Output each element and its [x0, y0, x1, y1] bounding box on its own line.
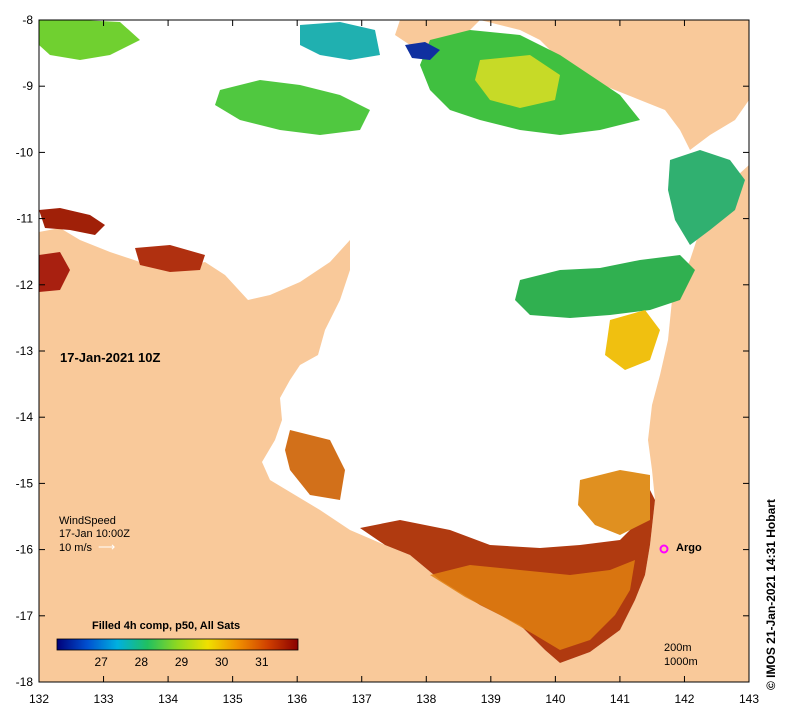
- wind-title: WindSpeed: [59, 515, 116, 527]
- sst-west-green: [215, 80, 370, 135]
- lon-tick-label: 139: [481, 692, 501, 706]
- contour-legend: 200m 1000m: [664, 641, 698, 669]
- lon-tick-label: 140: [545, 692, 565, 706]
- contour-1000m: 1000m: [664, 656, 698, 668]
- sst-west-coast-red: [39, 252, 70, 292]
- colorbar-tick-label: 28: [135, 655, 149, 669]
- lon-tick-label: 138: [416, 692, 436, 706]
- wind-legend: WindSpeed 17-Jan 10:00Z 10 m/s ⟶: [59, 515, 130, 555]
- lon-tick-label: 141: [610, 692, 630, 706]
- lon-tick-label: 137: [352, 692, 372, 706]
- wind-time: 17-Jan 10:00Z: [59, 528, 130, 540]
- colorbar-tick-label: 31: [255, 655, 269, 669]
- lon-tick-label: 134: [158, 692, 178, 706]
- sst-east-orange: [578, 470, 650, 535]
- argo-label: Argo: [676, 542, 702, 554]
- sst-east-green: [515, 255, 695, 318]
- lat-tick-label: -15: [16, 476, 34, 490]
- lat-tick-label: -16: [16, 543, 34, 557]
- map-date-label: 17-Jan-2021 10Z: [60, 350, 161, 365]
- sst-northwest-red: [39, 208, 105, 235]
- colorbar-tick-label: 29: [175, 655, 189, 669]
- sst-data-layer: [39, 20, 745, 663]
- land-png-coast: [395, 20, 480, 48]
- land-layer: [39, 20, 749, 682]
- lat-tick-label: -18: [16, 675, 34, 689]
- wind-arrow-icon: ⟶: [98, 540, 116, 554]
- lat-axis: -8 -9 -10 -11 -12 -13 -14 -15 -16 -17 -18: [16, 13, 749, 689]
- wind-scale-row: 10 m/s ⟶: [59, 541, 130, 555]
- sst-top-blue: [405, 42, 440, 60]
- sst-east-yellow: [605, 310, 660, 370]
- sst-top-left-green: [39, 20, 140, 60]
- lat-tick-label: -13: [16, 344, 34, 358]
- colorbar-tick-label: 27: [94, 655, 108, 669]
- land-northern-territory: [39, 165, 749, 682]
- lat-tick-label: -9: [22, 79, 33, 93]
- sst-orange-band: [430, 560, 635, 650]
- colorbar-ticks: 27 28 29 30 31: [94, 655, 268, 669]
- imos-credit: © IMOS 21-Jan-2021 14:31 Hobart: [764, 499, 778, 690]
- lat-tick-label: -10: [16, 145, 34, 159]
- lon-tick-label: 132: [29, 692, 49, 706]
- lon-tick-label: 136: [287, 692, 307, 706]
- sst-top-cyan: [300, 22, 380, 60]
- lon-tick-label: 142: [674, 692, 694, 706]
- argo-marker[interactable]: [659, 544, 669, 554]
- lat-tick-label: -12: [16, 278, 34, 292]
- lat-tick-label: -14: [16, 410, 34, 424]
- lon-tick-label: 133: [94, 692, 114, 706]
- lon-axis: 132 133 134 135 136 137 138 139 140 141 142 143: [29, 20, 759, 706]
- sst-west-gulf-warm: [285, 430, 345, 500]
- lat-tick-label: -11: [17, 212, 34, 226]
- lon-tick-label: 135: [223, 692, 243, 706]
- lat-tick-label: -8: [22, 13, 33, 27]
- sst-east-coast-green: [668, 150, 745, 245]
- contour-200m: 200m: [664, 642, 692, 654]
- lon-tick-label: 143: [739, 692, 759, 706]
- sst-north-yellow: [475, 55, 560, 108]
- colorbar-tick-label: 30: [215, 655, 229, 669]
- lat-tick-label: -17: [16, 609, 34, 623]
- land-cape-york: [480, 20, 749, 150]
- colorbar-title: Filled 4h comp, p50, All Sats: [92, 620, 241, 632]
- sst-west-red-patch: [135, 245, 205, 272]
- colorbar: [56, 638, 299, 651]
- wind-scale: 10 m/s: [59, 542, 93, 554]
